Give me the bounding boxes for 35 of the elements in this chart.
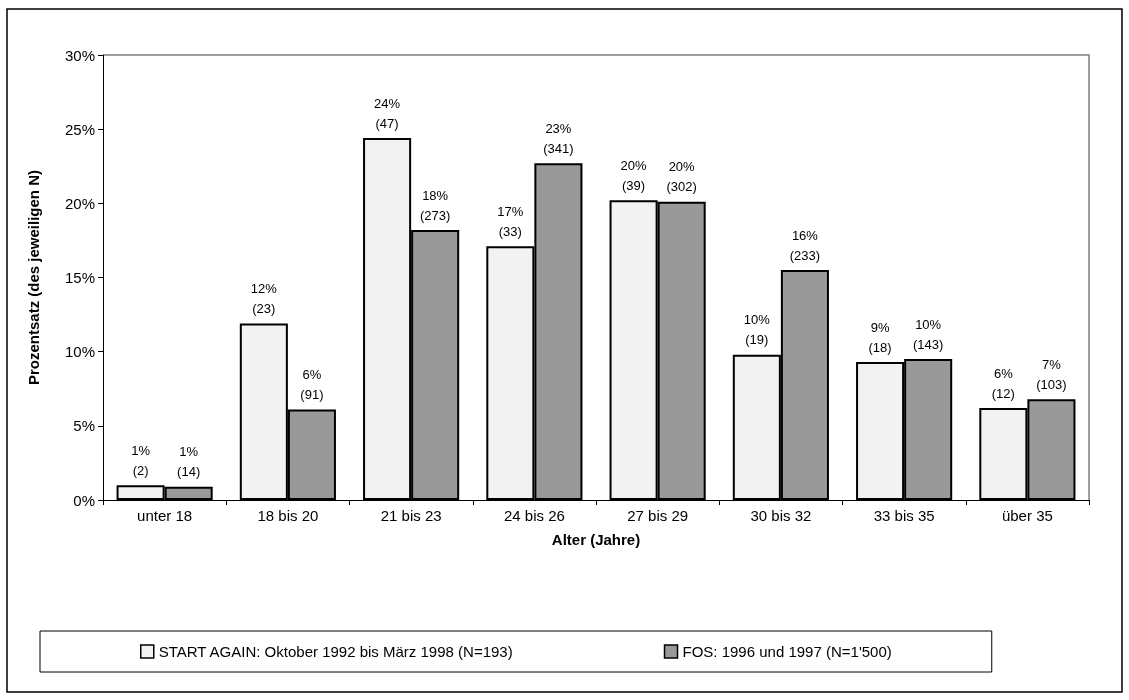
y-tick-label: 10% (64, 343, 95, 361)
data-label: 16% (233) (789, 227, 821, 263)
x-tick-label: 27 bis 29 (627, 507, 689, 524)
data-label: 24% (47) (374, 95, 401, 131)
x-tick-label: 30 bis 32 (750, 507, 812, 524)
x-tick-label: 33 bis 35 (873, 507, 935, 524)
data-label: 10% (143) (912, 316, 944, 352)
x-tick-label: 24 bis 26 (503, 507, 565, 524)
x-tick-label: unter 18 (137, 507, 193, 524)
data-label: 10% (19) (743, 312, 771, 348)
data-label: 18% (273) (419, 187, 451, 223)
y-tick-label: 30% (64, 46, 95, 64)
data-label: 9% (18) (868, 319, 892, 355)
y-tick-label: 0% (73, 491, 95, 509)
x-tick-label: 21 bis 23 (380, 507, 442, 524)
data-label: 7% (103) (1036, 356, 1067, 392)
legend-label: START AGAIN: Oktober 1992 bis März 1998 (N=193) (158, 643, 513, 660)
data-label: 6% (12) (991, 365, 1015, 401)
legend-label: FOS: 1996 und 1997 (N=1'500) (682, 643, 892, 660)
data-label: 1% (14) (177, 444, 201, 480)
data-label: 1% (2) (131, 442, 151, 478)
data-label: 20% (302) (666, 159, 697, 195)
y-tick-label: 15% (64, 269, 95, 286)
data-label: 6% (91) (300, 367, 324, 403)
x-tick-label: 18 bis 20 (257, 507, 319, 524)
y-axis-title: Prozentsatz (des jeweiligen N) (25, 169, 42, 386)
y-tick-label: 25% (64, 120, 95, 138)
y-tick-label: 5% (73, 417, 95, 435)
x-tick-label: über 35 (1001, 507, 1053, 524)
data-label: 23% (341) (543, 120, 574, 156)
x-axis-title: Alter (Jahre) (551, 531, 641, 548)
y-tick-label: 20% (64, 194, 95, 212)
data-label: 17% (33) (497, 203, 524, 239)
data-label: 20% (39) (620, 157, 648, 193)
data-label: 12% (23) (250, 280, 278, 316)
